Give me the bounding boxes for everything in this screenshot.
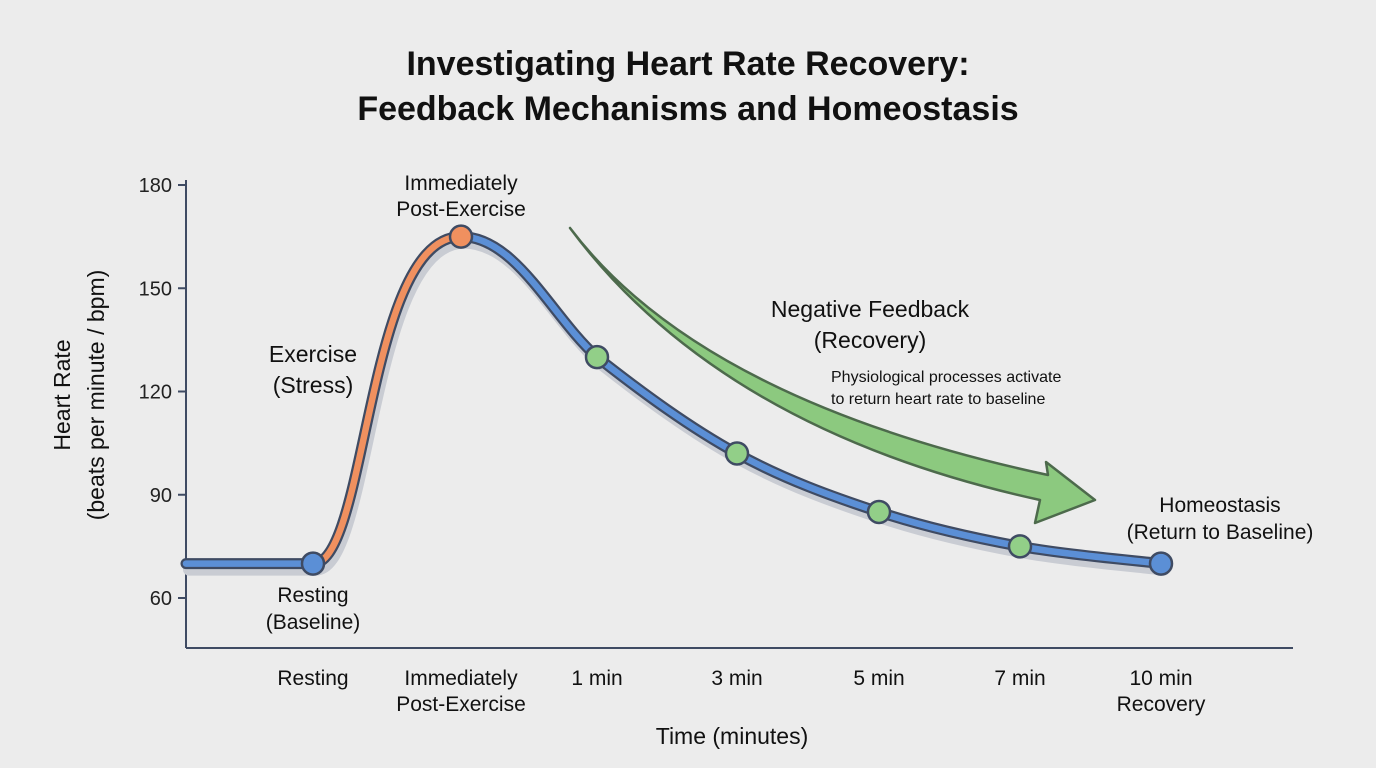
y-axis-label-2: (beats per minute / bpm)	[83, 270, 109, 521]
annotations: Immediately Post-Exercise Exercise (Stre…	[49, 172, 1313, 749]
x-tick-label: 3 min	[711, 667, 762, 690]
y-tick-label: 120	[139, 382, 172, 404]
exercise-label-1: Exercise	[269, 341, 357, 367]
x-tick-label: Post-Exercise	[396, 693, 526, 716]
y-tick-label: 60	[150, 588, 172, 610]
x-tick-label: Immediately	[404, 667, 518, 690]
data-point	[866, 499, 892, 525]
feedback-label-1: Negative Feedback	[771, 296, 970, 322]
resting-label-2: (Baseline)	[266, 611, 361, 634]
axes: 60 90 120 150 180 Resting Immediately Post-Exer…	[139, 175, 1293, 716]
feedback-note-2: to return heart rate to baseline	[831, 391, 1045, 408]
homeostasis-label-2: (Return to Baseline)	[1127, 521, 1314, 544]
y-tick-label: 150	[139, 278, 172, 300]
x-tick-label: Resting	[277, 667, 348, 690]
arrow-shape	[568, 226, 1097, 525]
negative-feedback-arrow	[568, 226, 1097, 525]
data-point	[1007, 534, 1033, 559]
x-tick-label: 10 min	[1129, 667, 1192, 690]
exercise-label-2: (Stress)	[273, 372, 354, 398]
data-point	[724, 441, 750, 466]
y-tick-label: 180	[139, 175, 172, 197]
chart-title-line2: Feedback Mechanisms and Homeostasis	[357, 90, 1018, 128]
heart-rate-series	[180, 224, 1174, 576]
peak-label-1: Immediately	[404, 172, 518, 195]
peak-label-2: Post-Exercise	[396, 198, 526, 221]
y-axis-label-1: Heart Rate	[49, 339, 75, 450]
data-point	[448, 224, 474, 249]
y-tick-label: 90	[150, 485, 172, 507]
data-point	[584, 344, 610, 370]
exercise-line-outline	[307, 231, 467, 570]
x-tick-label: Recovery	[1117, 693, 1206, 716]
resting-label-1: Resting	[277, 584, 348, 607]
x-axis-label: Time (minutes)	[656, 723, 809, 749]
exercise-line	[309, 233, 465, 567]
x-tick-label: 1 min	[571, 667, 622, 690]
feedback-note-1: Physiological processes activate	[831, 369, 1061, 386]
chart-title-line1: Investigating Heart Rate Recovery:	[406, 45, 969, 83]
feedback-label-2: (Recovery)	[814, 327, 926, 353]
x-tick-label: 5 min	[853, 667, 904, 690]
data-point	[300, 551, 326, 576]
homeostasis-label-1: Homeostasis	[1159, 494, 1280, 517]
data-point	[1148, 551, 1174, 576]
x-tick-label: 7 min	[994, 667, 1045, 690]
